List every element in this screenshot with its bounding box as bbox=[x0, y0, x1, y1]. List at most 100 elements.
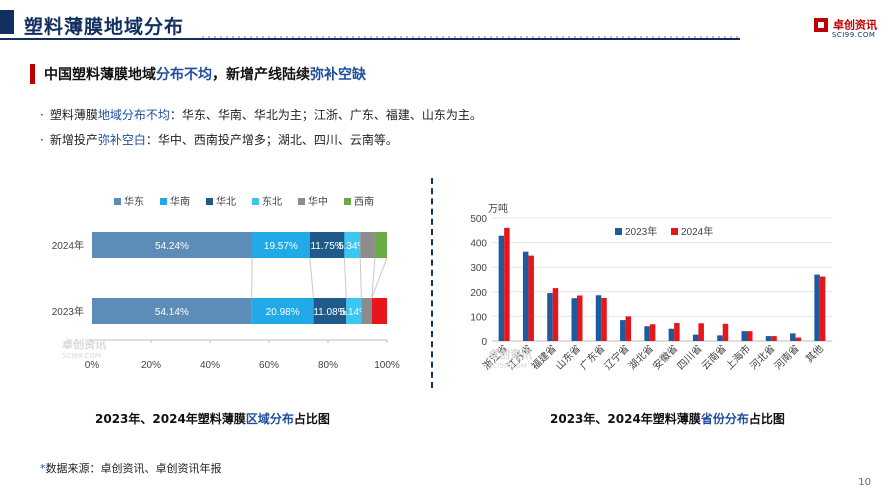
header-dot bbox=[202, 36, 204, 38]
x-tick-label: 80% bbox=[318, 360, 338, 371]
header-dot bbox=[730, 36, 732, 38]
header-dot bbox=[682, 36, 684, 38]
header-dot bbox=[466, 36, 468, 38]
bar bbox=[528, 255, 534, 341]
header-dot bbox=[550, 36, 552, 38]
header-dot bbox=[328, 36, 330, 38]
header-dot bbox=[610, 36, 612, 38]
header-dot bbox=[436, 36, 438, 38]
bar-segment bbox=[374, 232, 387, 258]
bar bbox=[668, 328, 675, 341]
x-tick-label: 100% bbox=[374, 360, 400, 371]
header-dot bbox=[364, 36, 366, 38]
header-dot bbox=[712, 36, 714, 38]
watermark-right: 卓创资讯 SCI99.COM bbox=[488, 348, 532, 370]
bar bbox=[547, 293, 553, 341]
header-dot bbox=[442, 36, 444, 38]
header-dot bbox=[568, 36, 570, 38]
connector-line bbox=[343, 257, 347, 299]
brand-logo: 卓创资讯 SCI99.COM bbox=[813, 14, 877, 39]
bar bbox=[790, 333, 796, 341]
bar bbox=[620, 320, 626, 341]
header-dot bbox=[478, 36, 480, 38]
y-tick-label: 400 bbox=[470, 239, 487, 250]
bar bbox=[649, 324, 656, 341]
bar-segment bbox=[346, 298, 362, 324]
header-dot bbox=[616, 36, 618, 38]
brand-logo-icon bbox=[813, 17, 828, 32]
bar bbox=[595, 295, 602, 341]
header-dot bbox=[544, 36, 546, 38]
data-label: 54.24% bbox=[155, 241, 189, 252]
bar-segment bbox=[252, 232, 310, 258]
connector-line bbox=[371, 257, 376, 299]
legend-swatch bbox=[298, 198, 305, 205]
bar bbox=[741, 331, 747, 341]
x-tick-label: 0% bbox=[85, 360, 100, 371]
bar bbox=[819, 276, 826, 341]
header-dot bbox=[592, 36, 594, 38]
header-dot bbox=[706, 36, 708, 38]
header-dot bbox=[604, 36, 606, 38]
legend-label: 东北 bbox=[262, 195, 282, 208]
header-dot-pattern bbox=[202, 36, 738, 38]
bar bbox=[504, 227, 510, 341]
bullet-highlight: 弥补空白 bbox=[97, 133, 146, 147]
bar bbox=[577, 295, 583, 341]
header-dot bbox=[226, 36, 228, 38]
header-dot bbox=[538, 36, 540, 38]
header-dot bbox=[574, 36, 576, 38]
bar bbox=[747, 331, 753, 341]
bar bbox=[722, 323, 729, 341]
legend-swatch bbox=[252, 198, 259, 205]
x-tick-label: 其他 bbox=[803, 342, 826, 365]
bar bbox=[552, 288, 559, 341]
header-dot bbox=[736, 36, 738, 38]
section-divider bbox=[431, 178, 433, 388]
y-tick-label: 500 bbox=[470, 214, 487, 225]
x-tick-label: 云南省 bbox=[698, 342, 728, 372]
legend-label: 西南 bbox=[354, 195, 374, 208]
header-dot bbox=[214, 36, 216, 38]
data-label: 5.14% bbox=[340, 307, 368, 318]
header-dot bbox=[262, 36, 264, 38]
bullet-dot: · bbox=[40, 108, 44, 122]
bar-segment bbox=[371, 298, 387, 324]
x-tick-label: 上海市 bbox=[723, 342, 753, 372]
header-dot bbox=[232, 36, 234, 38]
y-tick-label: 0 bbox=[481, 337, 487, 348]
x-tick-label: 河北省 bbox=[747, 342, 777, 372]
header-dot bbox=[520, 36, 522, 38]
y-axis-unit-label: 万吨 bbox=[488, 202, 508, 215]
bar bbox=[498, 235, 505, 341]
header-dot bbox=[718, 36, 720, 38]
bar-segment bbox=[313, 298, 347, 324]
bar-segment bbox=[251, 298, 314, 324]
header-dot bbox=[310, 36, 312, 38]
subtitle-accent-bar bbox=[30, 64, 35, 84]
header-dot bbox=[220, 36, 222, 38]
data-label: 11.75% bbox=[310, 241, 343, 252]
header-dot bbox=[640, 36, 642, 38]
header-dot bbox=[370, 36, 372, 38]
header-dot bbox=[556, 36, 558, 38]
header-dot bbox=[298, 36, 300, 38]
header-dot bbox=[340, 36, 342, 38]
data-source-note: *数据来源：卓创资讯、卓创资讯年报 bbox=[40, 462, 222, 475]
legend-swatch bbox=[160, 198, 167, 205]
header-dot bbox=[724, 36, 726, 38]
category-label: 2023年 bbox=[52, 305, 84, 318]
header-dot bbox=[376, 36, 378, 38]
bullet-point: · 塑料薄膜地域分布不均：华东、华南、华北为主；江浙、广东、福建、山东为主。 bbox=[40, 108, 482, 122]
legend-label: 华北 bbox=[216, 195, 236, 208]
x-tick-label: 河南省 bbox=[771, 342, 801, 372]
legend-label: 华中 bbox=[308, 195, 328, 208]
x-tick-label: 20% bbox=[141, 360, 161, 371]
bar bbox=[601, 297, 607, 341]
header-dot bbox=[334, 36, 336, 38]
header-dot bbox=[400, 36, 402, 38]
bar bbox=[717, 335, 723, 341]
bar bbox=[771, 336, 777, 341]
header-dot bbox=[238, 36, 240, 38]
province-bar-chart: 万吨 0 100 200 300 400 500 2023年 2024年 浙江省 江苏省 福建省 山东省… bbox=[450, 196, 845, 398]
